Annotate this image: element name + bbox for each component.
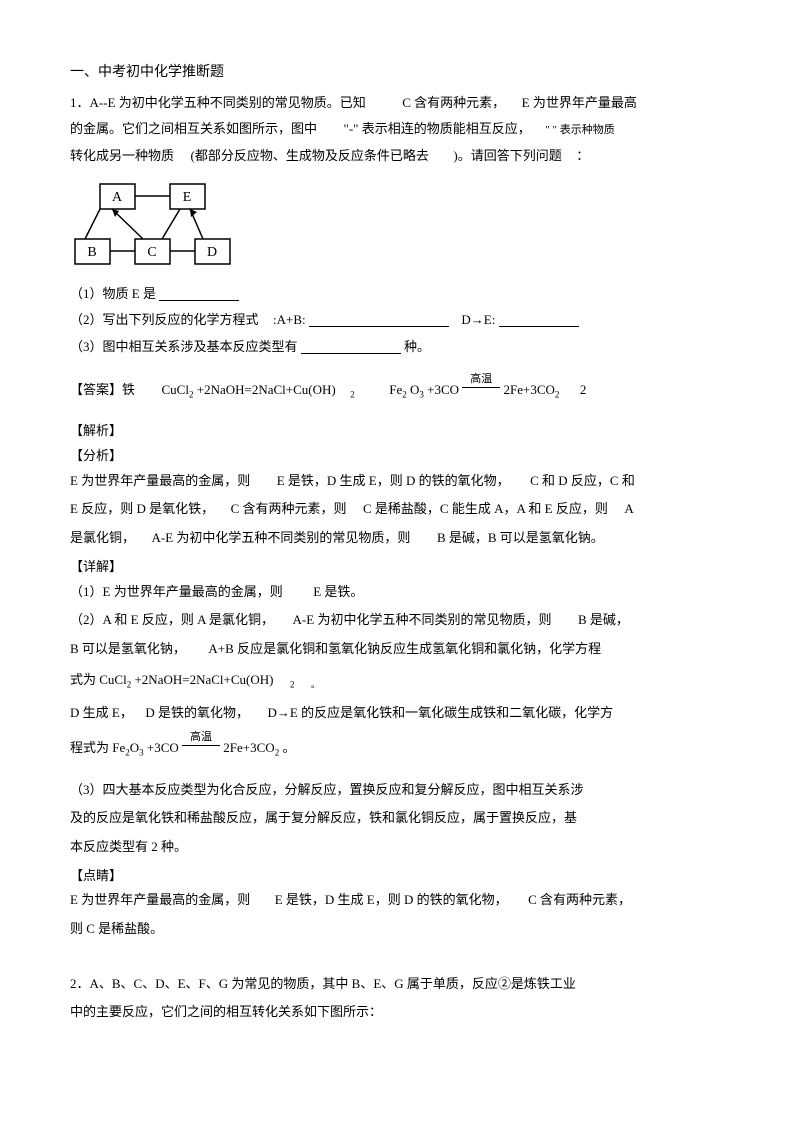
text: 2Fe+3CO [504,382,555,397]
q2-line1: 2．A、B、C、D、E、F、G 为常见的物质，其中 B、E、G 属于单质，反应②… [70,972,730,997]
q1-sub3: （3）图中相互关系涉及基本反应类型有 种。 [70,335,730,360]
section-title: 一、中考初中化学推断题 [70,60,730,87]
answer-block: 【答案】铁 CuCl2 +2NaOH=2NaCl+Cu(OH) 2 Fe2 O3… [70,378,730,404]
text: C 含有两种元素， [528,892,631,907]
text: C 含有两种元素， [402,95,505,110]
fenxi-line1: E 为世界年产量最高的金属，则 E 是铁，D 生成 E，则 D 的铁的氧化物， … [70,469,730,494]
text: C 含有两种元素，则 [231,501,347,516]
q2-line2: 中的主要反应，它们之间的相互转化关系如下图所示： [70,1000,730,1025]
text: +2NaOH=2NaCl+Cu(OH) [193,382,335,397]
dianjing-line2: 则 C 是稀盐酸。 [70,917,730,942]
text: E 为世界年产量最高 [522,95,637,110]
text: C 是稀盐酸，C 能生成 A，A 和 E 反应，则 [363,501,608,516]
text: O [130,740,139,755]
xiangjie-p9: 本反应类型有 2 种。 [70,835,730,860]
text: 转化成另一种物质 [70,148,174,163]
xiangjie-p8: 及的反应是氧化铁和稀盐酸反应，属于复分解反应，铁和氯化铜反应，属于置换反应，基 [70,806,730,831]
svg-text:B: B [87,245,96,260]
text: 的金属。它们之间相互关系如图所示，图中 [70,121,317,136]
text: ： [576,148,589,163]
text: 。 [311,679,320,689]
svg-text:C: C [147,245,156,260]
jiexi-label: 【解析】 [70,419,730,444]
fenxi-line2: E 反应，则 D 是氧化铁， C 含有两种元素，则 C 是稀盐酸，C 能生成 A… [70,497,730,522]
text: A+B 反应是氯化铜和氢氧化钠反应生成氢氧化铜和氯化钠，化学方程 [208,641,601,656]
text: "-" 表示相连的物质能相互反应， [344,121,531,136]
text: Fe [389,382,402,397]
label: （1）物质 E 是 [70,286,156,301]
text: E 反应，则 D 是氧化铁， [70,501,214,516]
text: D 是铁的氧化物， [145,705,249,720]
text: CuCl [162,382,189,397]
fenxi-line3: 是氯化铜， A-E 为初中化学五种不同类别的常见物质，则 B 是碱，B 可以是氢… [70,526,730,551]
blank [159,288,239,301]
text: 2Fe+3CO [223,740,274,755]
text: 式为 CuCl [70,672,127,687]
xiangjie-p5: D 生成 E， D 是铁的氧化物， D→E 的反应是氧化铁和一氧化碳生成铁和二氧… [70,701,730,726]
text: D→E: [461,312,495,327]
q1-intro-line2: 的金属。它们之间相互关系如图所示，图中 "-" 表示相连的物质能相互反应， " … [70,117,730,142]
xiangjie-p1: （1）E 为世界年产量最高的金属，则 E 是铁。 [70,580,730,605]
text: +3CO [144,740,179,755]
text: 是氯化铜， [70,530,135,545]
text: 1．A--E 为初中化学五种不同类别的常见物质。已知 [70,95,366,110]
dianjing-line1: E 为世界年产量最高的金属，则 E 是铁，D 生成 E，则 D 的铁的氧化物， … [70,888,730,913]
sub: 2 [555,389,560,399]
text: 种。 [404,339,430,354]
sub: 2 [290,679,295,689]
text: E 是铁，D 生成 E，则 D 的铁的氧化物， [275,892,508,907]
svg-text:A: A [112,190,123,205]
text: D→E 的反应是氧化铁和一氧化碳生成铁和二氧化碳，化学方 [267,705,613,720]
text: D 生成 E， [70,705,133,720]
sub: 2 [350,389,355,399]
xiangjie-label: 【详解】 [70,555,730,580]
xiangjie-p3: B 可以是氢氧化钠， A+B 反应是氯化铜和氢氧化钠反应生成氢氧化铜和氯化钠，化… [70,637,730,662]
text: (都部分反应物、生成物及反应条件已略去 [191,148,429,163]
blank [499,314,579,327]
text: " " 表示种物质 [545,124,614,136]
q1-intro-line3: 转化成另一种物质 (都部分反应物、生成物及反应条件已略去 )。请回答下列问题 ： [70,144,730,169]
xiangjie-p7: （3）四大基本反应类型为化合反应，分解反应，置换反应和复分解反应，图中相互关系涉 [70,778,730,803]
text: A [624,501,633,516]
formula2: Fe2 O3 +3CO 高温 2Fe+3CO2 [389,382,562,397]
text: （2）A 和 E 反应，则 A 是氯化铜， [70,612,274,627]
text: E 为世界年产量最高的金属，则 [70,892,250,907]
text: :A+B: [273,312,306,327]
xiangjie-p2: （2）A 和 E 反应，则 A 是氯化铜， A-E 为初中化学五种不同类别的常见… [70,608,730,633]
text: B 是碱， [578,612,629,627]
q1-sub2: （2）写出下列反应的化学方程式 :A+B: D→E: [70,308,730,333]
text: 2 [580,382,587,397]
text: C 和 D 反应，C 和 [530,473,635,488]
relationship-diagram: A E B C D [70,179,730,274]
blank [309,314,449,327]
xiangjie-p4: 式为 CuCl2 +2NaOH=2NaCl+Cu(OH) 2 。 [70,668,730,694]
sub: 2 [275,748,280,758]
text: E 是铁，D 生成 E，则 D 的铁的氧化物， [277,473,510,488]
q1-intro-line1: 1．A--E 为初中化学五种不同类别的常见物质。已知 C 含有两种元素， E 为… [70,91,730,116]
text: B 可以是氢氧化钠， [70,641,186,656]
text: +2NaOH=2NaCl+Cu(OH) [131,672,273,687]
text: E 是铁。 [313,584,363,599]
svg-text:E: E [183,190,192,205]
answer-label: 【答案】铁 [70,382,135,397]
blank [301,341,401,354]
q1-sub1: （1）物质 E 是 [70,282,730,307]
text: E 为世界年产量最高的金属，则 [70,473,250,488]
text: +3CO [424,382,459,397]
xiangjie-p6: 程式为 Fe2O3 +3CO 高温 2Fe+3CO2 。 [70,736,730,762]
label: （2）写出下列反应的化学方程式 [70,312,259,327]
text: B 是碱，B 可以是氢氧化钠。 [437,530,604,545]
formula1: CuCl2 +2NaOH=2NaCl+Cu(OH) 2 [162,382,358,397]
svg-text:D: D [207,245,217,260]
text: A-E 为初中化学五种不同类别的常见物质，则 [293,612,552,627]
text: 。 [282,740,295,755]
fenxi-label: 【分析】 [70,444,730,469]
text: O [407,382,420,397]
dianjing-label: 【点睛】 [70,864,730,889]
text: （1）E 为世界年产量最高的金属，则 [70,584,283,599]
text: A-E 为初中化学五种不同类别的常见物质，则 [152,530,411,545]
label: （3）图中相互关系涉及基本反应类型有 [70,339,298,354]
text: )。请回答下列问题 [453,148,561,163]
text: 程式为 Fe [70,740,125,755]
